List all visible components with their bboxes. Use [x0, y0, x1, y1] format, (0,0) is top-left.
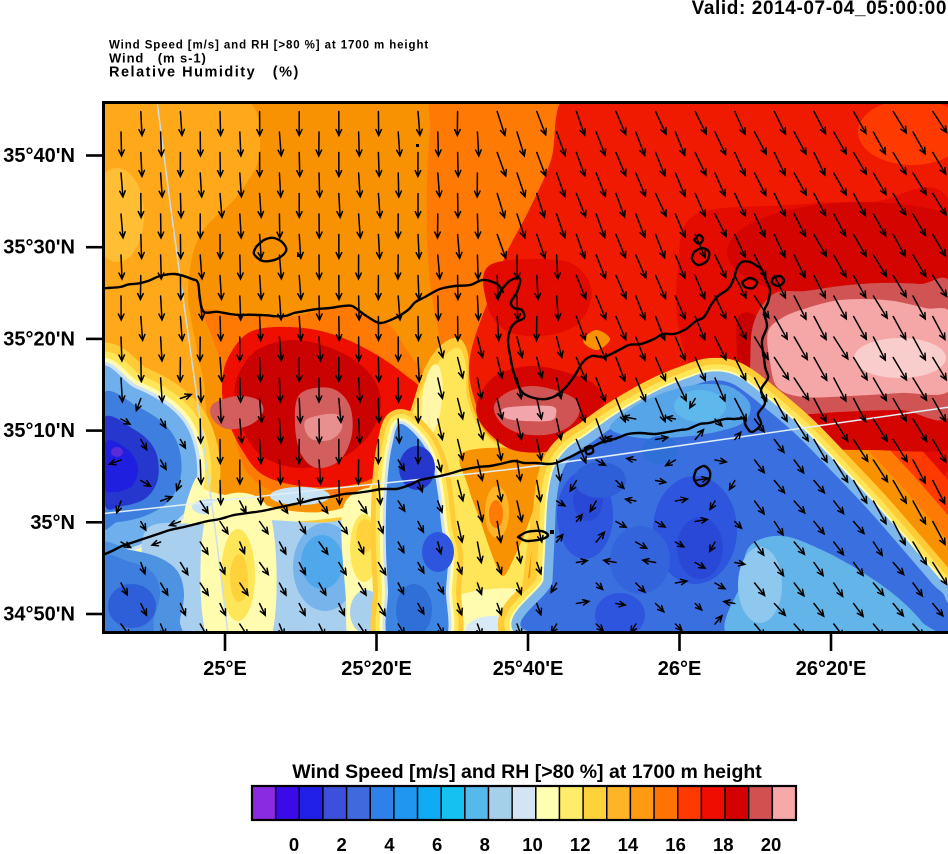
svg-text:35°20'N: 35°20'N	[3, 328, 75, 350]
svg-text:2: 2	[337, 834, 347, 854]
svg-text:0: 0	[289, 834, 299, 854]
svg-text:14: 14	[618, 834, 639, 854]
svg-text:26°20'E: 26°20'E	[796, 658, 867, 680]
svg-text:25°20'E: 25°20'E	[341, 658, 412, 680]
svg-text:Wind Speed [m/s] and RH [>80 %: Wind Speed [m/s] and RH [>80 %] at 1700 …	[292, 761, 762, 783]
svg-text:6: 6	[432, 834, 442, 854]
svg-text:16: 16	[665, 834, 686, 854]
svg-text:Relative Humidity (%): Relative Humidity (%)	[109, 65, 300, 81]
svg-text:Wind Speed [m/s] and RH [>80 %: Wind Speed [m/s] and RH [>80 %] at 1700 …	[109, 40, 429, 52]
svg-text:35°40'N: 35°40'N	[3, 145, 75, 167]
svg-text:8: 8	[480, 834, 490, 854]
svg-text:34°50'N: 34°50'N	[3, 604, 75, 626]
svg-text:Valid: 2014-07-04_05:00:00: Valid: 2014-07-04_05:00:00	[692, 0, 947, 19]
svg-text:35°N: 35°N	[30, 512, 75, 534]
svg-text:18: 18	[713, 834, 734, 854]
svg-text:35°10'N: 35°10'N	[3, 420, 75, 442]
svg-text:10: 10	[522, 834, 543, 854]
svg-text:4: 4	[384, 834, 395, 854]
svg-text:Wind (m s-1): Wind (m s-1)	[109, 51, 207, 66]
svg-text:25°E: 25°E	[203, 658, 247, 680]
svg-text:12: 12	[570, 834, 591, 854]
svg-text:25°40'E: 25°40'E	[493, 658, 564, 680]
svg-text:35°30'N: 35°30'N	[3, 237, 75, 259]
svg-text:26°E: 26°E	[658, 658, 702, 680]
svg-text:20: 20	[761, 834, 782, 854]
